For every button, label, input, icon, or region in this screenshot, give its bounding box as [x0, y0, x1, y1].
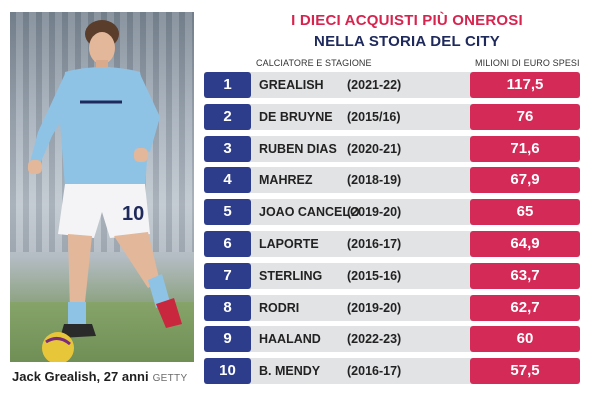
season: (2018-19) [347, 173, 402, 188]
season: (2015/16) [347, 109, 401, 124]
season: (2019-20) [347, 300, 402, 315]
player-name: LAPORTE [259, 236, 319, 251]
season: (2015-16) [347, 268, 402, 283]
rank-badge: 9 [204, 326, 251, 353]
player-figure-illustration: 10 [28, 20, 182, 362]
rank-badge: 8 [204, 294, 251, 321]
ranking-table: 1 GREALISH (2021-22) 117,5 2 DE BRUYNE (… [204, 72, 580, 390]
table-row: 7 STERLING (2015-16) 63,7 [204, 262, 580, 289]
table-row: 8 RODRI (2019-20) 62,7 [204, 294, 580, 321]
season: (2021-22) [347, 78, 402, 92]
season: (2016-17) [347, 236, 402, 251]
photo-caption: Jack Grealish, 27 anni GETTY [12, 368, 187, 386]
table-row: 5 JOAO CANCELO (2019-20) 65 [204, 199, 580, 226]
rank-badge: 10 [204, 358, 251, 385]
season: (2016-17) [347, 364, 402, 379]
photo-credit: GETTY [152, 373, 188, 384]
amount-value: 117,5 [470, 72, 580, 98]
table-row: 4 MAHREZ (2018-19) 67,9 [204, 167, 580, 194]
player-name: RODRI [259, 300, 300, 315]
rank-badge: 1 [204, 72, 251, 98]
amount-value: 67,9 [470, 167, 580, 194]
season: (2022-23) [347, 332, 402, 347]
table-row: 3 RUBEN DIAS (2020-21) 71,6 [204, 135, 580, 162]
player-name: STERLING [259, 268, 323, 283]
player-name: MAHREZ [259, 173, 313, 188]
headline-line-1: I DIECI ACQUISTI PIÙ ONEROSI [291, 12, 523, 29]
amount-value: 57,5 [470, 358, 580, 385]
table-row: 6 LAPORTE (2016-17) 64,9 [204, 230, 580, 257]
column-label-player-season: CALCIATORE E STAGIONE [256, 58, 372, 68]
amount-value: 62,7 [470, 294, 580, 321]
rank-badge: 2 [204, 103, 251, 130]
shorts-number: 10 [122, 203, 144, 225]
player-name: B. MENDY [259, 364, 321, 379]
season: (2019-20) [347, 205, 402, 220]
amount-value: 60 [470, 326, 580, 353]
player-name: RUBEN DIAS [259, 141, 337, 156]
rank-badge: 7 [204, 262, 251, 289]
rank-badge: 5 [204, 199, 251, 226]
table-row: 1 GREALISH (2021-22) 117,5 [204, 72, 580, 98]
player-photo: 10 [10, 12, 194, 362]
amount-value: 63,7 [470, 262, 580, 289]
caption-text: Jack Grealish, 27 anni [12, 369, 149, 384]
table-row: 10 B. MENDY (2016-17) 57,5 [204, 358, 580, 385]
column-label-amount: MILIONI DI EURO SPESI [475, 58, 580, 68]
headline-line-2: NELLA STORIA DEL CITY [314, 33, 500, 50]
amount-value: 64,9 [470, 230, 580, 257]
player-name: HAALAND [259, 332, 321, 347]
player-name: JOAO CANCELO [259, 205, 360, 220]
player-name: GREALISH [259, 78, 324, 92]
rank-badge: 3 [204, 135, 251, 162]
amount-value: 71,6 [470, 135, 580, 162]
season: (2020-21) [347, 141, 402, 156]
rank-badge: 6 [204, 230, 251, 257]
rank-badge: 4 [204, 167, 251, 194]
amount-value: 65 [470, 199, 580, 226]
table-row: 2 DE BRUYNE (2015/16) 76 [204, 103, 580, 130]
table-row: 9 HAALAND (2022-23) 60 [204, 326, 580, 353]
amount-value: 76 [470, 103, 580, 130]
player-name: DE BRUYNE [259, 109, 333, 124]
